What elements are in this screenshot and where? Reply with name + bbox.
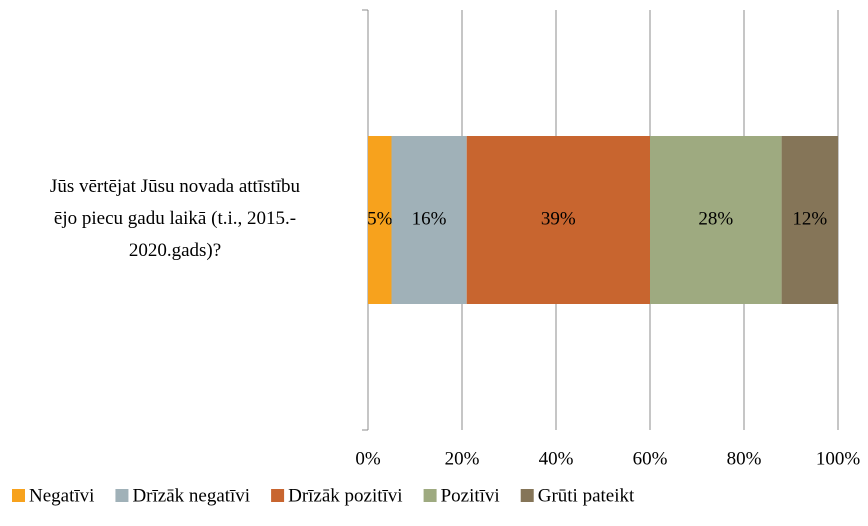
x-tick-label: 40% [539, 448, 574, 469]
legend-swatch [115, 489, 129, 502]
legend-label: Pozitīvi [441, 485, 500, 506]
bar-segment [368, 136, 392, 304]
legend-item: Grūti pateikt [520, 485, 635, 506]
legend-item: Negatīvi [12, 485, 94, 506]
data-label: 16% [412, 208, 447, 229]
x-tick-label: 20% [445, 448, 480, 469]
legend-swatch [520, 489, 534, 502]
x-tick-label: 60% [633, 448, 668, 469]
bar-segment [466, 136, 650, 304]
legend-swatch [271, 489, 285, 502]
x-tick-label: 80% [727, 448, 762, 469]
bar-segment [650, 136, 782, 304]
x-tick-label: 100% [816, 448, 861, 469]
legend-label: Drīzāk pozitīvi [288, 485, 403, 506]
data-label: 28% [698, 208, 733, 229]
data-label: 12% [792, 208, 827, 229]
legend-label: Negatīvi [29, 485, 94, 506]
data-label: 39% [541, 208, 576, 229]
x-tick-label: 0% [355, 448, 381, 469]
legend-swatch [423, 489, 437, 502]
legend-label: Grūti pateikt [538, 485, 635, 506]
legend-item: Drīzāk pozitīvi [271, 485, 403, 506]
legend-item: Drīzāk negatīvi [115, 485, 250, 506]
bar-segment [781, 136, 838, 304]
bar-segment [391, 136, 467, 304]
legend-label: Drīzāk negatīvi [132, 485, 250, 506]
category-label: Jūs vērtējat Jūsu novada attīstību ējo pi… [50, 176, 301, 261]
legend-item: Pozitīvi [423, 485, 500, 506]
data-label: 5% [367, 208, 393, 229]
legend-swatch [12, 489, 25, 502]
